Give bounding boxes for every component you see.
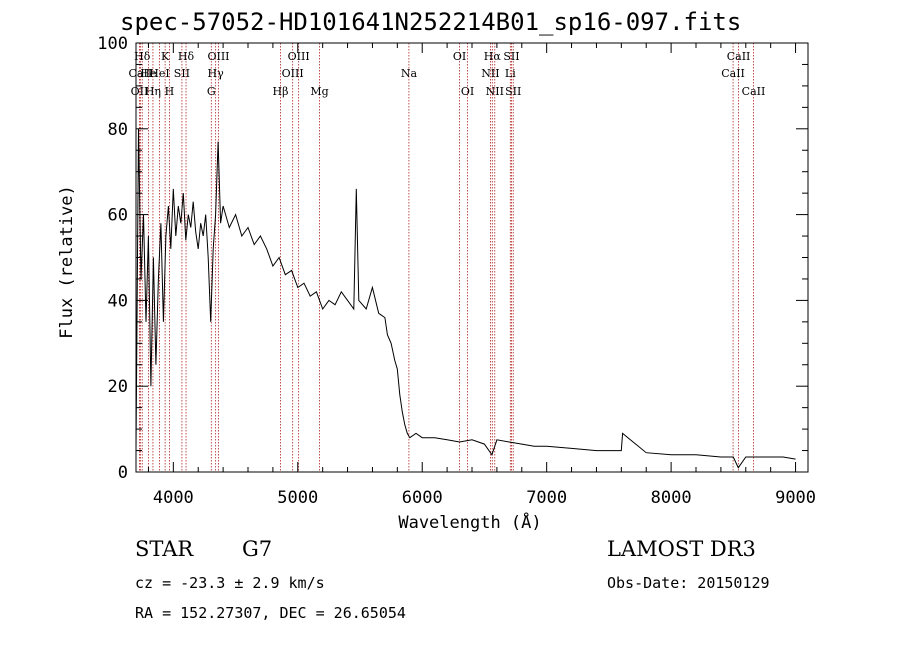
line-label-9: Hδ: [178, 50, 195, 63]
line-label-28: CaII: [742, 85, 766, 98]
y-axis-label: Flux (relative): [57, 185, 77, 339]
x-tick-label-2: 6000: [402, 488, 443, 508]
redshift-velocity: cz = -23.3 ± 2.9 km/s: [135, 574, 325, 592]
line-label-11: Hγ: [208, 67, 225, 80]
x-tick-label-3: 7000: [526, 488, 567, 508]
line-label-22: NII: [481, 67, 499, 80]
y-tick-label-2: 40: [108, 291, 128, 311]
emission-line-markers: [139, 43, 754, 472]
line-label-0: Hδ: [134, 50, 151, 63]
y-tick-label-4: 80: [108, 120, 128, 140]
y-tick-label-5: 100: [97, 34, 128, 54]
x-axis-label: Wavelength (Å): [398, 511, 541, 533]
line-label-17: Na: [401, 67, 418, 80]
line-label-3: He: [140, 67, 156, 80]
object-class: STAR: [135, 537, 194, 561]
emission-line-labels: Hδ CaII OII He Hη K HeI H SII Hδ OIII Hγ G OIII OIII Hβ…: [129, 50, 766, 98]
line-label-10: OIII: [207, 50, 229, 63]
line-label-18: OI: [453, 50, 466, 63]
line-label-7: H: [165, 85, 175, 98]
line-label-25: SII: [505, 85, 521, 98]
chart-title: spec-57052-HD101641N252214B01_sp16-097.f…: [120, 8, 742, 36]
line-label-4: Hη: [145, 85, 161, 98]
line-label-6: HeI: [149, 67, 169, 80]
y-tick-label-3: 60: [108, 206, 128, 226]
plot-frame: [135, 42, 809, 473]
x-tick-label-0: 4000: [153, 488, 194, 508]
y-axis-ticks: 0 20 40 60 80 100: [97, 34, 808, 483]
survey-name: LAMOST DR3: [607, 537, 756, 561]
line-label-23: Li: [505, 67, 516, 80]
line-label-2: OII: [131, 85, 149, 98]
line-label-1: CaII: [129, 67, 153, 80]
line-label-13: OIII: [288, 50, 310, 63]
object-subclass: G7: [242, 537, 273, 561]
line-label-21: SII: [503, 50, 519, 63]
line-label-24: NII: [486, 85, 504, 98]
line-label-20: Hα: [484, 50, 502, 63]
line-label-8: SII: [174, 67, 190, 80]
x-tick-label-5: 9000: [775, 488, 816, 508]
x-tick-label-1: 5000: [277, 488, 318, 508]
y-tick-label-0: 0: [118, 463, 128, 483]
line-label-15: Hβ: [273, 85, 289, 98]
sky-coordinates: RA = 152.27307, DEC = 26.65054: [135, 604, 406, 622]
observation-date: Obs-Date: 20150129: [607, 574, 770, 592]
line-label-19: OI: [461, 85, 474, 98]
line-label-14: OIII: [282, 67, 304, 80]
line-label-12: G: [207, 85, 216, 98]
x-tick-label-4: 8000: [651, 488, 692, 508]
line-label-27: CaII: [721, 67, 745, 80]
x-axis-ticks: 4000 5000 6000 7000 8000 9000: [147, 43, 816, 508]
line-label-26: CaII: [727, 50, 751, 63]
line-label-16: Mg: [310, 85, 328, 98]
line-label-5: K: [161, 50, 170, 63]
y-tick-label-1: 20: [108, 377, 128, 397]
spectrum-line: [135, 128, 796, 469]
